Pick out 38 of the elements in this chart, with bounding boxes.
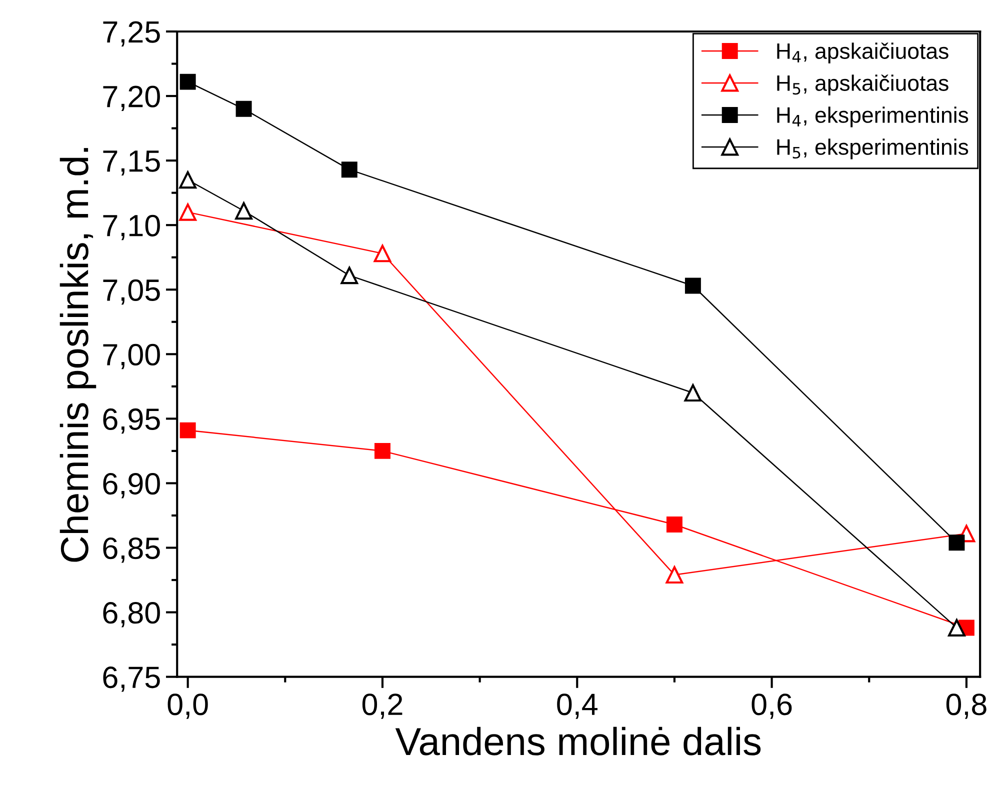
x-tick-label: 0,8 — [946, 694, 986, 719]
y-tick-label: 6,90 — [103, 472, 160, 498]
point — [340, 266, 358, 284]
y-tick-label: 6,85 — [103, 537, 160, 563]
y-tick-label: 6,80 — [103, 602, 160, 628]
legend-label: H$_{5}$, apskaičiuotas — [777, 74, 948, 96]
y-tick-label: 6,95 — [103, 408, 160, 434]
y-tick-label: 7,20 — [103, 86, 160, 111]
point — [948, 534, 965, 551]
point — [180, 74, 196, 90]
point — [236, 100, 252, 117]
legend-label: H$_{4}$, apskaičiuotas — [777, 42, 948, 64]
y-tick-label: 7,25 — [103, 21, 160, 46]
x-tick-label: 0,0 — [168, 694, 208, 719]
point — [374, 244, 392, 262]
y-tick-label: 7,10 — [103, 214, 160, 240]
point — [374, 442, 390, 459]
y-tick-label: 7,05 — [103, 279, 160, 305]
x-tick-label: 0,2 — [362, 694, 402, 719]
y-tick-label: 7,00 — [103, 344, 160, 370]
x-axis-title: Vandens molinė dalis — [395, 726, 761, 756]
point — [666, 516, 682, 533]
point — [684, 384, 702, 402]
legend-label: H$_{4}$, eksperimentinis — [777, 106, 968, 128]
point — [948, 619, 966, 636]
y-tick-label: 7,15 — [103, 150, 160, 176]
y-tick-label: 6,75 — [103, 666, 160, 692]
y-axis-title: Cheminis poslinkis, m.d. — [60, 148, 96, 562]
legend-label: H$_{5}$, eksperimentinis — [777, 138, 968, 160]
point — [341, 162, 358, 178]
point — [684, 278, 701, 294]
x-tick-label: 0,4 — [557, 694, 598, 719]
x-tick-label: 0,6 — [752, 694, 792, 719]
point — [666, 566, 684, 584]
point — [235, 202, 252, 220]
point — [180, 422, 196, 438]
point — [179, 171, 196, 189]
point — [179, 203, 196, 221]
